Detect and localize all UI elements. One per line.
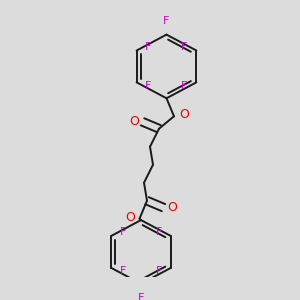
Text: O: O <box>168 201 178 214</box>
Text: F: F <box>156 266 162 276</box>
Text: F: F <box>182 81 188 91</box>
Text: O: O <box>179 108 189 121</box>
Text: F: F <box>120 227 126 238</box>
Text: F: F <box>156 227 162 238</box>
Text: F: F <box>145 42 152 52</box>
Text: F: F <box>120 266 126 276</box>
Text: O: O <box>129 115 139 128</box>
Text: O: O <box>125 211 135 224</box>
Text: F: F <box>145 81 152 91</box>
Text: F: F <box>138 292 144 300</box>
Text: F: F <box>163 16 170 26</box>
Text: F: F <box>182 42 188 52</box>
